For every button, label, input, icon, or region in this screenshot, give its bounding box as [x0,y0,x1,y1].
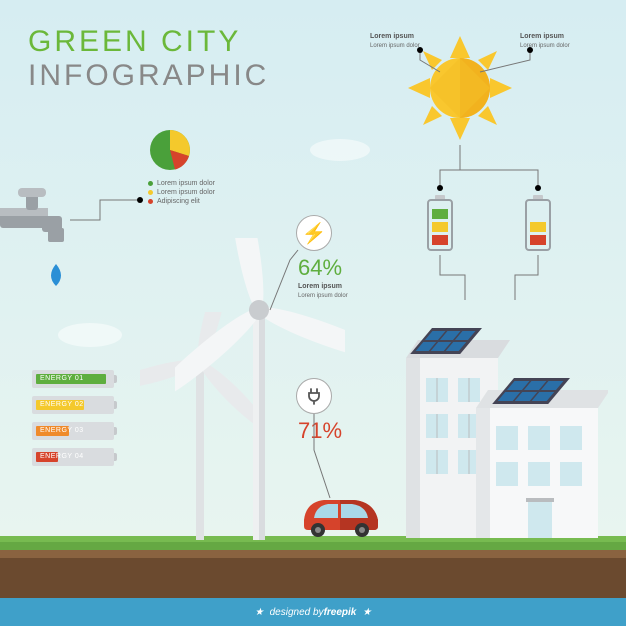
footer-star: ★ [255,607,264,618]
car-icon [292,490,388,540]
energy-bar: ENERGY 04 [32,448,114,466]
buildings [398,300,608,540]
footer-brand: freepik [324,607,357,618]
energy-bar: ENERGY 01 [32,370,114,388]
energy-bars: ENERGY 01 ENERGY 02 ENERGY 03 ENERGY 04 [32,370,114,474]
energy-bar: ENERGY 03 [32,422,114,440]
energy-bar: ENERGY 02 [32,396,114,414]
footer-prefix: designed by [270,607,324,618]
footer: ★ designed by freepik ★ [0,598,626,626]
footer-star2: ★ [362,607,371,618]
